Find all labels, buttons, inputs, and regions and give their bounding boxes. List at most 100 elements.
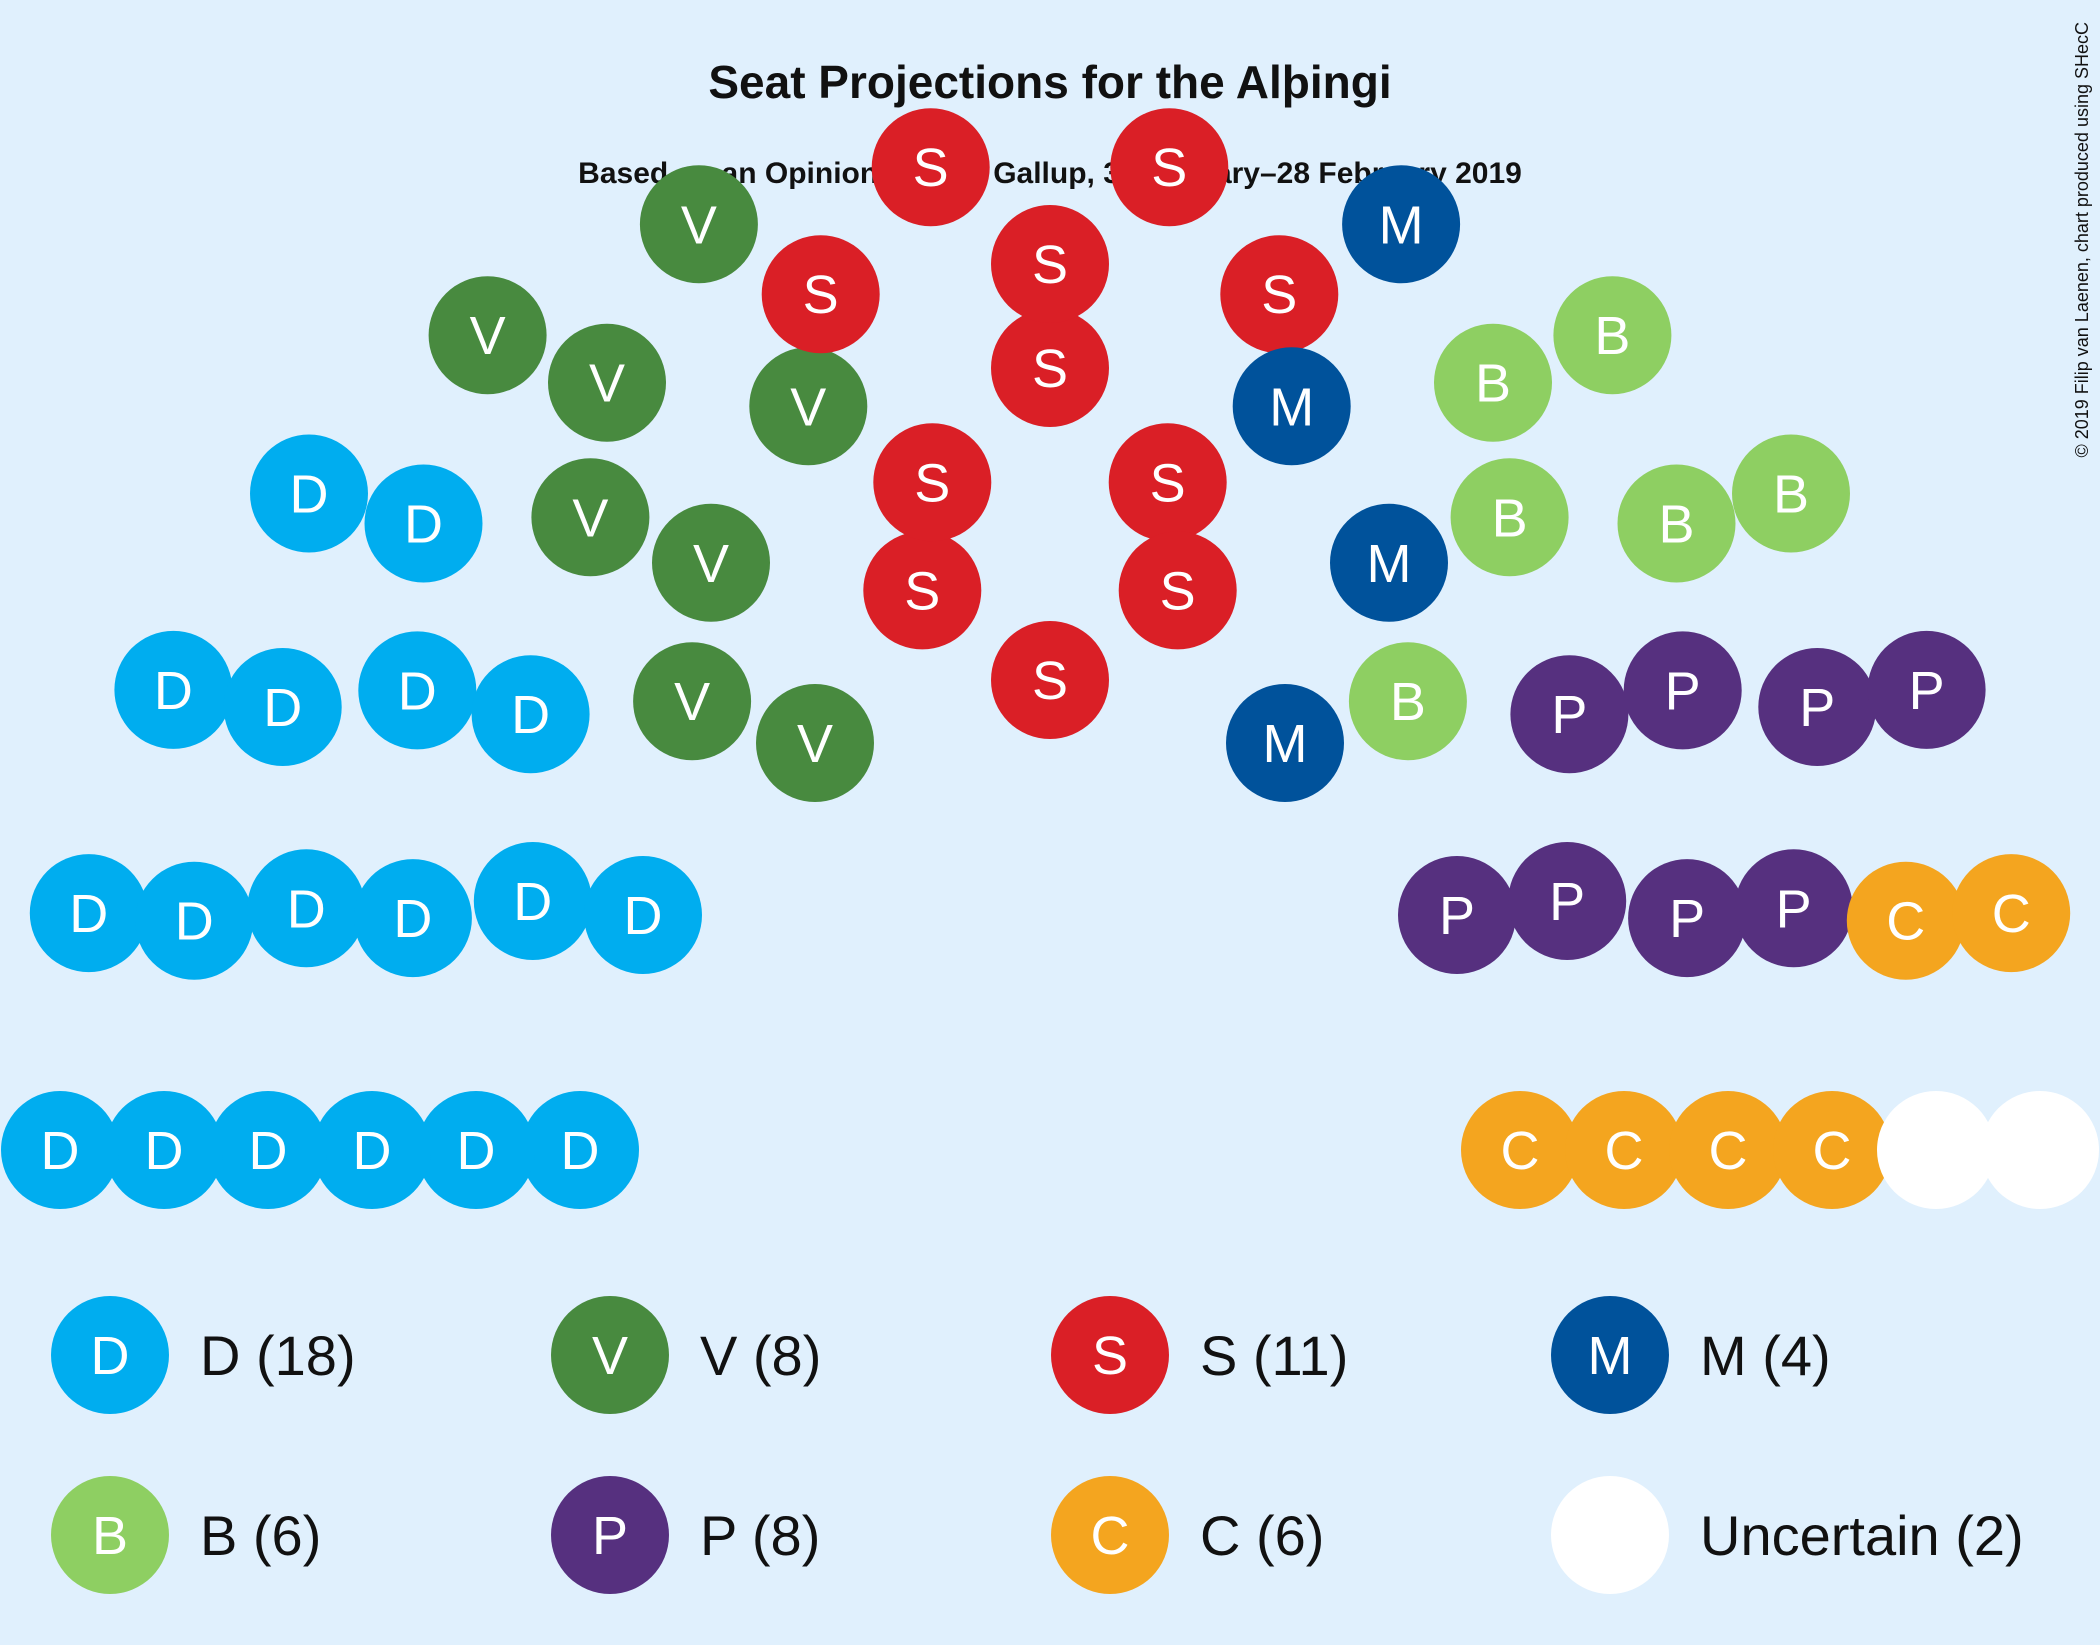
seat-letter: B	[1658, 495, 1694, 555]
legend-item-b: B B (6)	[51, 1476, 321, 1594]
seat-d: D	[584, 856, 702, 974]
seat-circle	[29, 854, 148, 973]
seat-circle	[313, 1091, 431, 1209]
seat-circle	[1398, 856, 1516, 974]
seat-circle	[863, 531, 982, 650]
legend-label: B (6)	[200, 1504, 321, 1567]
seat-v: V	[639, 165, 758, 284]
seat-letter: D	[404, 495, 443, 555]
seat-d: D	[521, 1091, 639, 1209]
seat-letter: D	[561, 1121, 600, 1181]
seat-circle	[1118, 531, 1237, 650]
seat-letter: P	[1776, 879, 1812, 939]
seat-letter: V	[572, 488, 608, 548]
seat-circle	[247, 849, 366, 968]
seat-circle	[1226, 684, 1344, 802]
seat-letter: C	[1813, 1121, 1852, 1181]
seat-s: S	[991, 309, 1109, 427]
legend-label: P (8)	[700, 1504, 820, 1567]
seat-circle	[428, 276, 547, 395]
legend-label: S (11)	[1200, 1324, 1348, 1387]
seat-circle	[114, 630, 233, 749]
seat-d: D	[29, 854, 148, 973]
seat-letter: V	[589, 354, 625, 414]
seat-m: M	[1232, 347, 1351, 466]
seat-s: S	[1220, 235, 1339, 354]
seat-letter: D	[263, 678, 302, 738]
seat-letter: B	[1492, 488, 1528, 548]
seat-letter: D	[353, 1121, 392, 1181]
seat-letter: M	[1263, 714, 1308, 774]
seat-circle	[756, 684, 874, 802]
seat-letter: V	[693, 534, 729, 594]
seat-circle	[1623, 631, 1742, 750]
seat-circle	[1734, 849, 1853, 968]
seat-circle	[1220, 235, 1339, 354]
seat-circle	[633, 642, 752, 761]
seat-letter: D	[290, 465, 329, 525]
seat-d: D	[247, 849, 366, 968]
seat-circle	[1617, 464, 1736, 583]
legend-label: C (6)	[1200, 1504, 1324, 1567]
seat-circle	[1846, 861, 1965, 980]
seat-circle	[135, 861, 254, 980]
seat-uncertain	[1877, 1091, 1995, 1209]
seat-letter: S	[1032, 651, 1068, 711]
seat-circle	[991, 205, 1109, 323]
seat-circle	[1877, 1091, 1995, 1209]
seat-circle	[749, 347, 868, 466]
legend-swatch	[51, 1296, 169, 1414]
seat-s: S	[1118, 531, 1237, 650]
seat-c: C	[1952, 854, 2071, 973]
seat-letter: V	[790, 377, 826, 437]
seat-circle	[473, 842, 592, 960]
seat-letter: C	[1709, 1121, 1748, 1181]
seat-s: S	[991, 621, 1109, 739]
seat-letter: S	[1160, 561, 1196, 621]
seat-circle	[548, 323, 666, 442]
chart-title: Seat Projections for the Alþingi	[708, 56, 1391, 108]
seat-c: C	[1565, 1091, 1683, 1209]
seat-circle	[1773, 1091, 1891, 1209]
seat-circle	[1461, 1091, 1579, 1209]
seat-s: S	[871, 108, 990, 227]
seat-letter: D	[393, 889, 432, 949]
seat-d: D	[209, 1091, 327, 1209]
seat-circle	[1952, 854, 2071, 973]
seat-d: D	[135, 861, 254, 980]
legend-swatch-letter: D	[91, 1326, 130, 1386]
seat-m: M	[1342, 165, 1461, 284]
legend-label: V (8)	[700, 1324, 821, 1387]
legend-swatch-letter: C	[1091, 1506, 1130, 1566]
seat-s: S	[991, 205, 1109, 323]
seat-letter: D	[69, 884, 108, 944]
seat-p: P	[1398, 856, 1516, 974]
seat-m: M	[1226, 684, 1344, 802]
legend-item-m: M M (4)	[1551, 1296, 1831, 1414]
seat-letter: D	[175, 892, 214, 952]
seat-circle	[1508, 842, 1627, 960]
seat-circle	[991, 621, 1109, 739]
seat-letter: M	[1379, 195, 1424, 255]
seat-letter: P	[1551, 685, 1587, 745]
seat-c: C	[1773, 1091, 1891, 1209]
seat-v: V	[749, 347, 868, 466]
seat-letter: B	[1594, 306, 1630, 366]
seat-letter: C	[1501, 1121, 1540, 1181]
seat-letter: P	[1669, 889, 1705, 949]
seat-letter: S	[904, 561, 940, 621]
seat-b: B	[1617, 464, 1736, 583]
seat-letter: D	[513, 872, 552, 932]
seat-letter: B	[1773, 465, 1809, 525]
seat-circle	[105, 1091, 223, 1209]
seat-circle	[1758, 648, 1877, 766]
seat-circle	[417, 1091, 535, 1209]
seat-d: D	[250, 434, 368, 553]
seat-letter: S	[1261, 265, 1297, 325]
seat-circle	[1348, 642, 1467, 761]
seat-letter: P	[1909, 661, 1945, 721]
seat-letter: D	[624, 886, 663, 946]
legend-swatch	[1551, 1296, 1669, 1414]
seat-c: C	[1461, 1091, 1579, 1209]
